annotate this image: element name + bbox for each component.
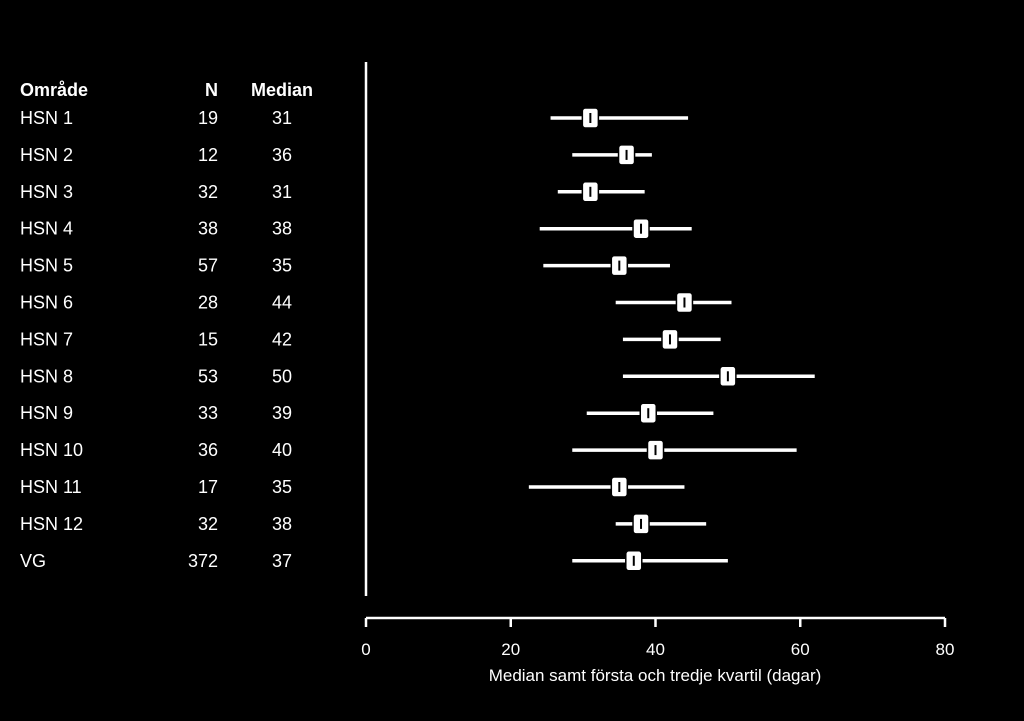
row-n: 19 (198, 108, 218, 128)
row-median: 37 (272, 551, 292, 571)
row-n: 38 (198, 219, 218, 239)
x-axis-title: Median samt första och tredje kvartil (d… (489, 666, 822, 685)
row-median: 40 (272, 440, 292, 460)
row-median: 50 (272, 366, 292, 386)
row-n: 33 (198, 403, 218, 423)
row-label: HSN 2 (20, 145, 73, 165)
row-label: HSN 6 (20, 293, 73, 313)
row-hsn-5: HSN 5 57 35 (20, 254, 670, 277)
row-label: HSN 9 (20, 403, 73, 423)
row-label: HSN 10 (20, 440, 83, 460)
row-median: 36 (272, 145, 292, 165)
row-median: 31 (272, 182, 292, 202)
row-hsn-10: HSN 10 36 40 (20, 439, 797, 461)
row-hsn-4: HSN 4 38 38 (20, 217, 692, 240)
row-label: HSN 12 (20, 514, 83, 534)
row-label: HSN 7 (20, 329, 73, 349)
row-median: 38 (272, 219, 292, 239)
row-median: 39 (272, 403, 292, 423)
row-n: 15 (198, 329, 218, 349)
x-tick-label: 20 (501, 640, 520, 659)
row-hsn-9: HSN 9 33 39 (20, 402, 714, 424)
x-tick-label: 0 (361, 640, 370, 659)
row-n: 12 (198, 145, 218, 165)
row-n: 57 (198, 256, 218, 276)
row-n: 17 (198, 477, 218, 497)
header-median: Median (251, 80, 313, 100)
row-hsn-12: HSN 12 32 38 (20, 513, 707, 535)
row-median: 35 (272, 256, 292, 276)
row-label: HSN 4 (20, 219, 73, 239)
row-hsn-3: HSN 3 32 31 (20, 181, 645, 203)
x-tick-label: 40 (646, 640, 665, 659)
row-median: 31 (272, 108, 292, 128)
row-label: HSN 3 (20, 182, 73, 202)
row-median: 44 (272, 293, 292, 313)
row-n: 53 (198, 366, 218, 386)
row-label: HSN 5 (20, 256, 73, 276)
row-label: HSN 11 (20, 477, 82, 497)
row-label: VG (20, 551, 46, 571)
row-n: 32 (198, 514, 218, 534)
row-hsn-6: HSN 6 28 44 (20, 291, 732, 314)
x-axis: 0 20 40 60 80 (361, 616, 955, 659)
row-n: 28 (198, 293, 218, 313)
row-hsn-7: HSN 7 15 42 (20, 328, 721, 351)
row-median: 38 (272, 514, 292, 534)
header-n: N (205, 80, 218, 100)
x-tick-label: 80 (936, 640, 955, 659)
row-n: 36 (198, 440, 218, 460)
row-hsn-2: HSN 2 12 36 (20, 144, 652, 166)
row-median: 42 (272, 329, 292, 349)
header-area: Område (20, 80, 88, 100)
row-label: HSN 8 (20, 366, 73, 386)
row-n: 372 (188, 551, 218, 571)
row-vg: VG 372 37 (20, 550, 728, 572)
row-median: 35 (272, 477, 292, 497)
row-n: 32 (198, 182, 218, 202)
row-hsn-11: HSN 11 17 35 (20, 476, 685, 498)
row-hsn-1: HSN 1 19 31 (20, 107, 689, 129)
x-tick-label: 60 (791, 640, 810, 659)
row-hsn-8: HSN 8 53 50 (20, 365, 815, 388)
row-label: HSN 1 (20, 108, 73, 128)
